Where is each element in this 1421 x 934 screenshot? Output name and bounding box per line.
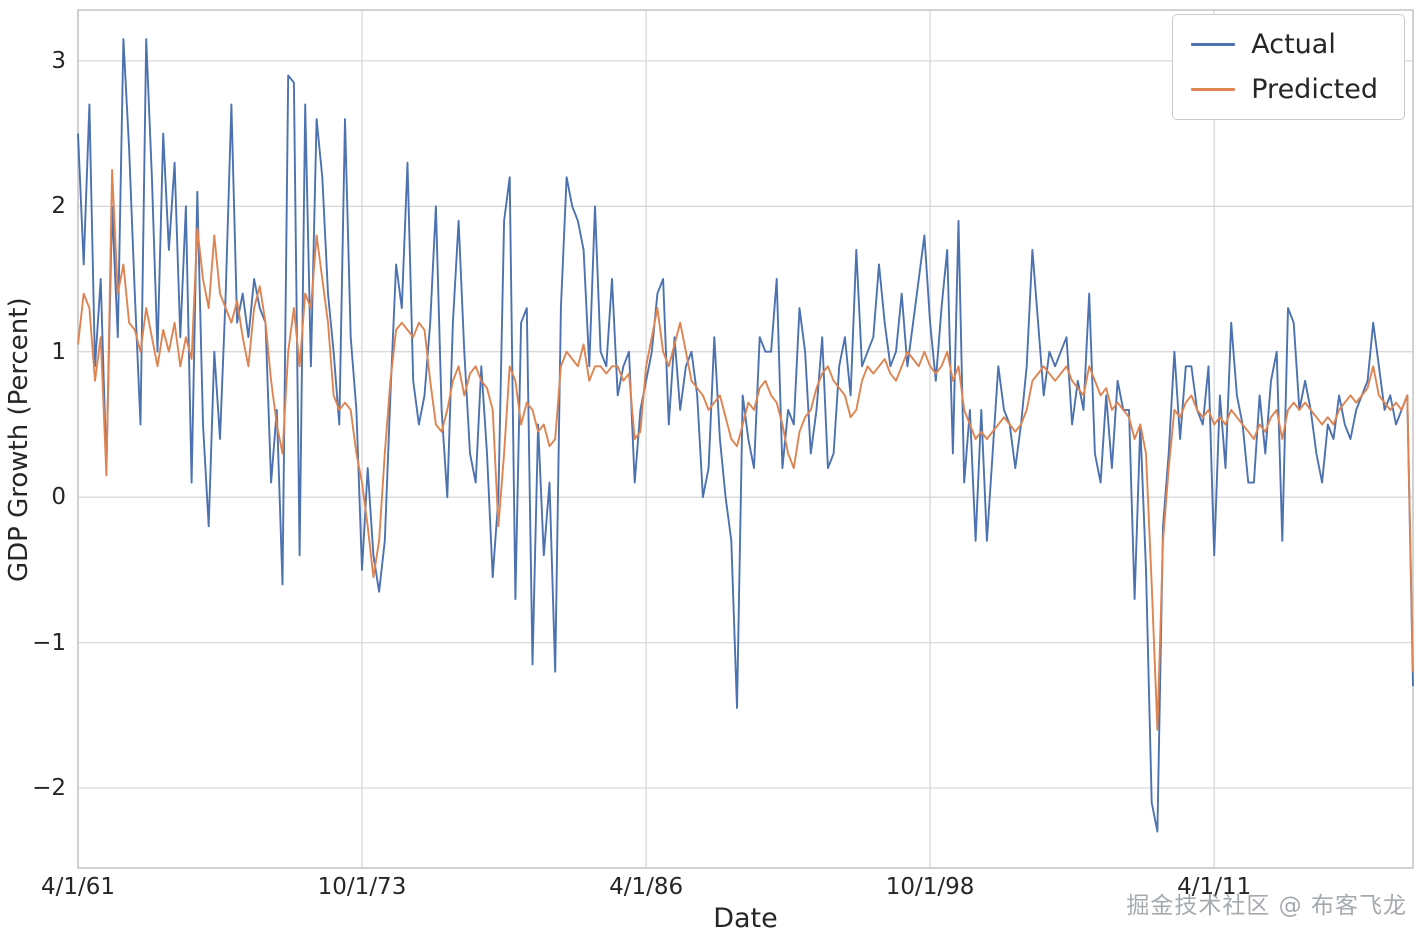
legend-item-actual: Actual xyxy=(1191,29,1378,60)
y-tick-label: 3 xyxy=(51,47,66,74)
predicted-line xyxy=(77,169,1414,731)
y-axis-label: GDP Growth (Percent) xyxy=(4,297,34,583)
y-tick-label: −2 xyxy=(32,775,66,802)
y-tick-label: −1 xyxy=(32,629,66,656)
watermark: 掘金技术社区 @ 布客飞龙 xyxy=(1126,893,1407,919)
x-tick-label: 10/1/98 xyxy=(885,874,975,900)
x-axis-label: Date xyxy=(713,903,778,934)
predicted-line-swatch xyxy=(1191,88,1236,91)
legend-item-predicted: Predicted xyxy=(1191,74,1378,105)
y-tick-label: 1 xyxy=(51,338,66,365)
legend-label-predicted: Predicted xyxy=(1251,74,1378,105)
y-tick-label: 0 xyxy=(51,484,66,511)
y-tick-label: 2 xyxy=(51,193,66,220)
x-tick-label: 4/1/11 xyxy=(1177,874,1252,900)
legend: Actual Predicted xyxy=(1172,14,1405,120)
actual-line-swatch xyxy=(1191,43,1236,46)
x-tick-label: 4/1/61 xyxy=(40,874,116,900)
x-tick-label: 10/1/73 xyxy=(317,874,407,900)
legend-label-actual: Actual xyxy=(1251,29,1336,60)
x-tick-label: 4/1/86 xyxy=(609,874,684,900)
